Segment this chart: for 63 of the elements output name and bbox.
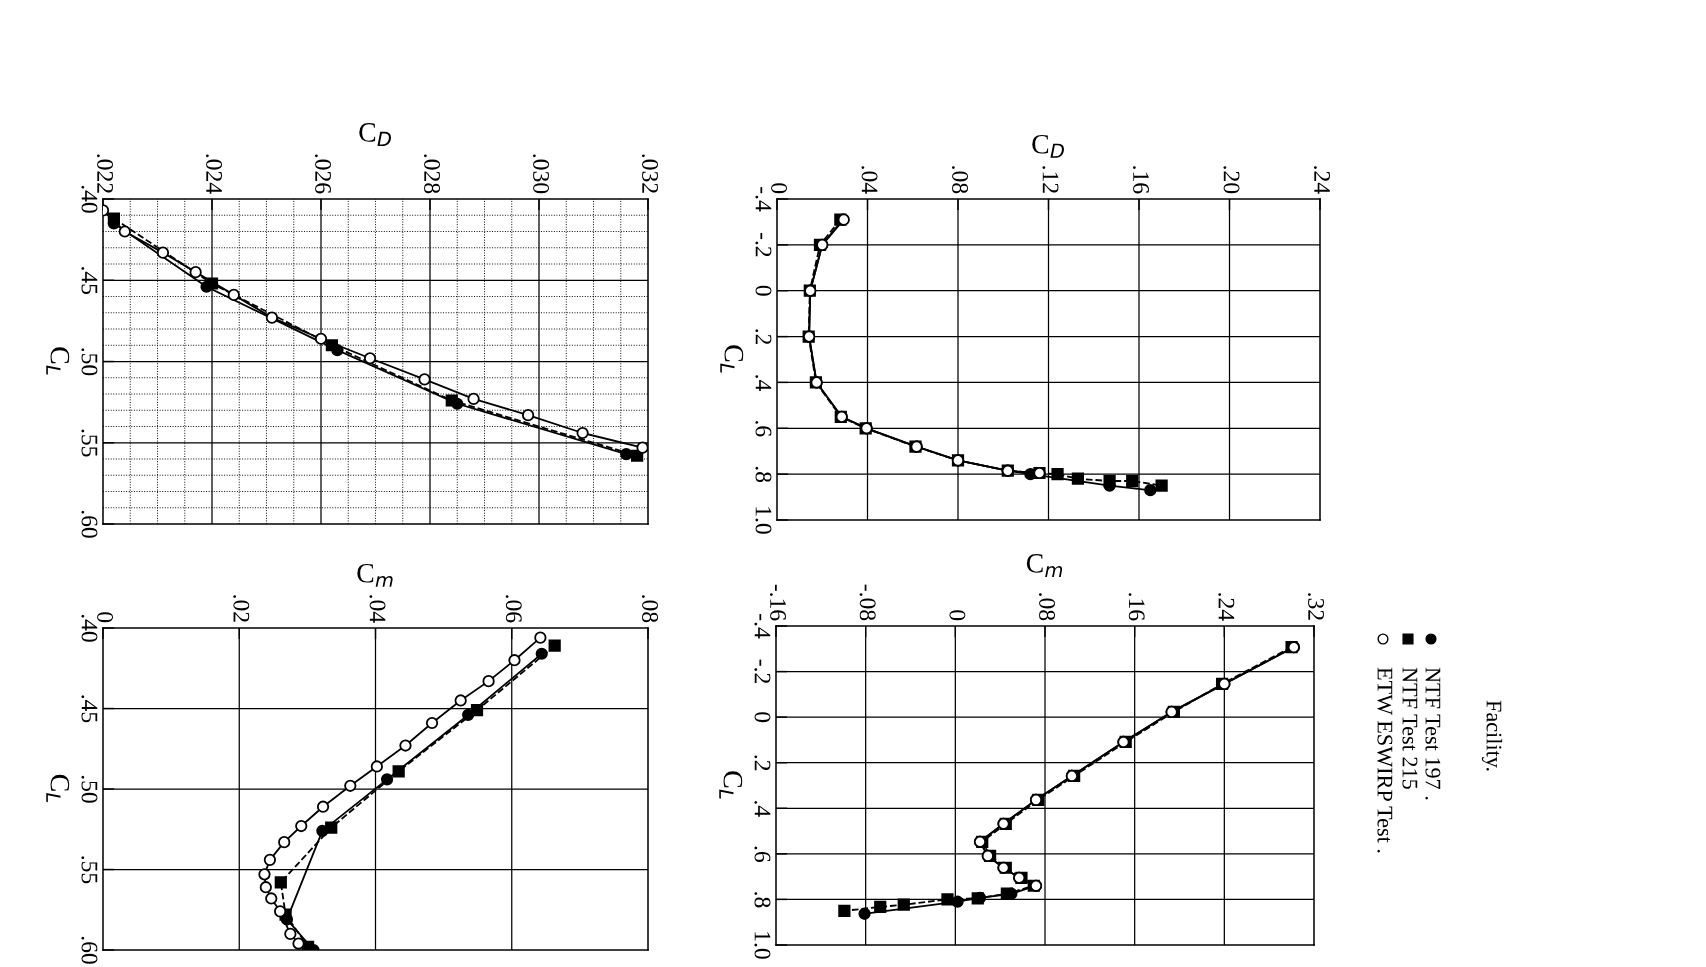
legend-label: NTF Test 215 bbox=[1402, 667, 1418, 789]
x-tick-label: .12 bbox=[1042, 166, 1059, 193]
x-tick-label: .24 bbox=[1218, 593, 1235, 621]
y-tick-label: -.2 bbox=[754, 659, 771, 684]
y-tick-label: .50 bbox=[81, 348, 98, 376]
x-axis-title: C$_{D}$ bbox=[359, 123, 391, 147]
x-tick-label: .04 bbox=[861, 166, 878, 194]
x-tick-label: .028 bbox=[423, 154, 441, 194]
y-tick-label: .4 bbox=[754, 800, 771, 817]
x-tick-label: .04 bbox=[369, 595, 386, 623]
x-tick-label: .022 bbox=[96, 154, 114, 193]
y-tick-label: .4 bbox=[755, 375, 772, 391]
y-tick-label: .45 bbox=[81, 695, 98, 723]
x-tick-label: -.16 bbox=[769, 584, 786, 621]
x-axis-title: C$_{m}$ bbox=[357, 563, 393, 587]
y-axis-title: C$_{L}$ bbox=[719, 771, 743, 799]
y-tick-label: .40 bbox=[81, 614, 98, 642]
legend-label: ETW ESWIRP Test . bbox=[1377, 667, 1393, 853]
x-tick-label: .16 bbox=[1128, 593, 1145, 621]
y-tick-label: .40 bbox=[81, 185, 98, 213]
y-tick-label: -.4 bbox=[755, 187, 772, 212]
y-axis-title: C$_{L}$ bbox=[720, 345, 744, 373]
x-tick-label: 0 bbox=[97, 612, 114, 623]
y-tick-label: 0 bbox=[755, 285, 772, 296]
y-tick-label: .55 bbox=[81, 429, 98, 457]
x-tick-label: 0 bbox=[949, 610, 966, 621]
y-tick-label: .8 bbox=[755, 466, 772, 483]
x-tick-label: .06 bbox=[505, 595, 522, 623]
legend-label: NTF Test 197 . bbox=[1425, 667, 1441, 800]
x-tick-label: .24 bbox=[1313, 166, 1330, 194]
y-axis-title: C$_{L}$ bbox=[46, 774, 70, 803]
y-tick-label: 1.0 bbox=[754, 932, 771, 959]
y-tick-label: 1.0 bbox=[755, 507, 772, 534]
y-tick-label: .60 bbox=[81, 936, 98, 964]
y-tick-label: .6 bbox=[755, 420, 772, 437]
y-axis-title: C$_{L}$ bbox=[46, 347, 70, 375]
y-tick-label: -.4 bbox=[754, 614, 771, 639]
y-tick-label: .8 bbox=[754, 892, 771, 908]
y-tick-label: .6 bbox=[754, 846, 771, 863]
y-tick-label: .2 bbox=[755, 329, 772, 345]
x-tick-label: .20 bbox=[1223, 166, 1240, 194]
x-tick-label: 0 bbox=[771, 183, 788, 194]
legend-title: Facility. bbox=[1481, 700, 1503, 771]
x-tick-label: .030 bbox=[532, 154, 550, 194]
x-tick-label: .16 bbox=[1132, 166, 1149, 194]
x-tick-label: .032 bbox=[641, 154, 659, 193]
x-tick-label: .08 bbox=[951, 166, 969, 194]
x-tick-label: .024 bbox=[205, 154, 223, 194]
y-tick-label: .2 bbox=[754, 755, 771, 771]
x-axis-title: C$_{m}$ bbox=[1026, 554, 1063, 577]
x-tick-label: .08 bbox=[641, 595, 659, 623]
y-tick-label: -.2 bbox=[755, 232, 772, 257]
y-tick-label: .45 bbox=[81, 267, 98, 295]
x-axis-title: C$_{D}$ bbox=[1032, 134, 1064, 158]
y-tick-label: .60 bbox=[81, 510, 98, 538]
x-tick-label: .02 bbox=[233, 595, 250, 622]
x-tick-label: .08 bbox=[1038, 593, 1056, 621]
x-tick-label: .026 bbox=[314, 154, 332, 194]
y-tick-label: 0 bbox=[754, 712, 771, 723]
x-tick-label: -.08 bbox=[859, 584, 876, 621]
x-tick-label: .32 bbox=[1307, 593, 1324, 620]
y-tick-label: .50 bbox=[81, 775, 98, 803]
y-tick-label: .55 bbox=[81, 856, 98, 884]
